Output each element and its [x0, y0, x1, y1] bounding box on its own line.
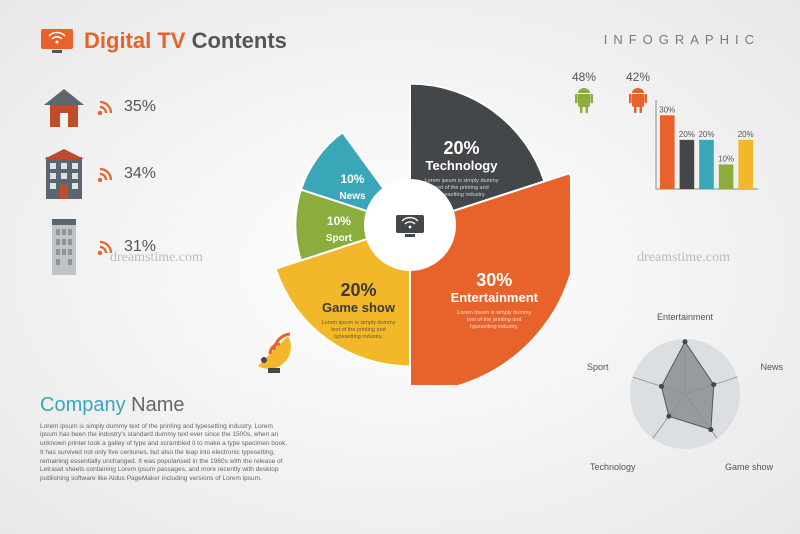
bar — [660, 115, 675, 189]
wifi-icon — [96, 97, 116, 117]
svg-text:10%: 10% — [340, 172, 364, 186]
svg-text:20%: 20% — [340, 280, 376, 300]
bar — [699, 140, 714, 189]
svg-text:20%: 20% — [443, 138, 479, 158]
svg-text:30%: 30% — [476, 270, 512, 290]
building-pct: 34% — [124, 165, 156, 183]
bar — [680, 140, 695, 189]
android-pct: 48% — [572, 70, 596, 84]
radar-chart: Entertainment News Game show Technology … — [605, 314, 765, 474]
svg-text:Game show: Game show — [322, 300, 396, 315]
page-title: Digital TV Contents — [84, 28, 287, 54]
android-pct: 42% — [626, 70, 650, 84]
svg-text:10%: 10% — [327, 214, 351, 228]
company-block: Company Name Lorem ipsum is simply dummy… — [40, 394, 290, 484]
svg-text:10%: 10% — [718, 154, 734, 163]
apartment-icon — [40, 149, 88, 199]
company-name: Company Name — [40, 394, 290, 417]
building-row-apartment: 34% — [40, 149, 156, 199]
radar-label: Entertainment — [657, 312, 713, 322]
svg-text:20%: 20% — [698, 130, 714, 139]
svg-text:Sport: Sport — [326, 233, 353, 244]
bar — [719, 164, 734, 189]
building-row-house: 35% — [40, 85, 156, 129]
radar-label: Sport — [587, 362, 609, 372]
header: Digital TV Contents — [40, 28, 287, 54]
bar-chart: 30%20%20%10%20% — [640, 95, 760, 205]
svg-text:20%: 20% — [738, 130, 754, 139]
radar-label: News — [760, 362, 783, 372]
android-item: 48% — [572, 70, 596, 113]
svg-text:News: News — [339, 191, 366, 202]
svg-text:20%: 20% — [679, 130, 695, 139]
svg-text:Technology: Technology — [426, 158, 499, 173]
building-pct: 35% — [124, 98, 156, 116]
watermark: dreamstime.com — [637, 250, 730, 266]
bar — [738, 140, 753, 189]
wifi-icon — [96, 164, 116, 184]
company-lorem: Lorem ipsum is simply dummy text of the … — [40, 423, 290, 484]
building-column: 35% 34% 31% — [40, 85, 156, 275]
watermark: dreamstime.com — [110, 250, 203, 266]
building-row-tower: 31% — [40, 219, 156, 275]
tv-icon — [40, 28, 74, 54]
android-row: 48% 42% — [572, 70, 650, 113]
house-icon — [40, 85, 88, 129]
android-icon — [573, 87, 595, 113]
infographic-label: INFOGRAPHIC — [604, 32, 760, 47]
radar-label: Game show — [725, 462, 773, 472]
svg-text:Entertainment: Entertainment — [451, 290, 539, 305]
radar-label: Technology — [590, 462, 636, 472]
pie-chart: 20%TechnologyLorem ipsum is simply dummy… — [250, 65, 570, 385]
tower-icon — [40, 219, 88, 275]
svg-text:30%: 30% — [659, 105, 675, 114]
